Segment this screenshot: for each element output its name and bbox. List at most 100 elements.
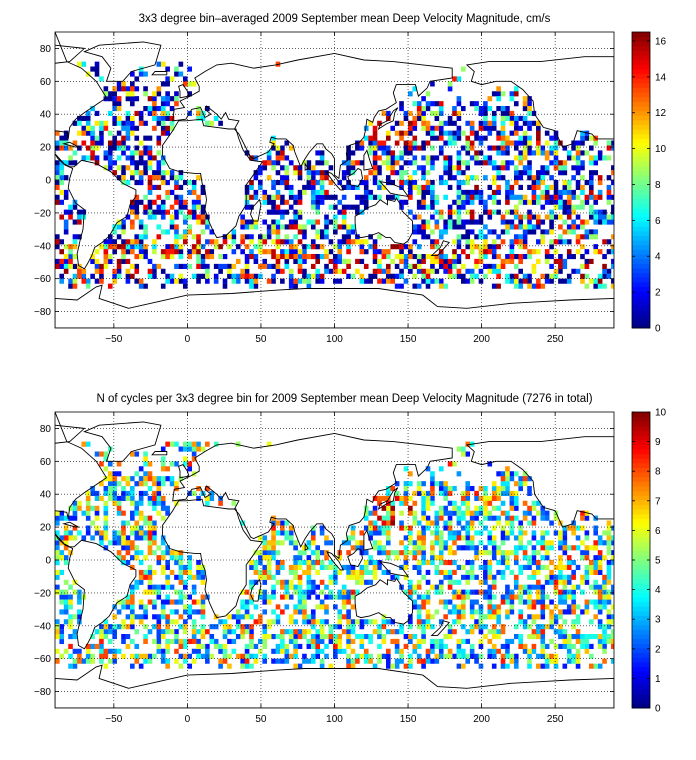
coastline [55,284,614,328]
colorbar-segment [632,601,650,607]
colorbar-segment [632,45,650,52]
coastline [151,71,168,76]
x-tick-label: −50 [105,334,122,345]
y-tick-label: −40 [34,621,51,632]
colorbar-segment [632,629,650,635]
coastline [347,547,363,568]
colorbar-segment [632,64,650,70]
colorbar-segment [632,133,650,139]
colorbar-segment [632,694,650,700]
colorbar-segment [632,546,650,552]
colorbar-segment [632,573,650,580]
colorbar-segment [632,467,650,473]
coastline [178,84,190,99]
bin-group [381,505,413,526]
colorbar-segment [632,152,650,158]
coastline [378,180,410,198]
colorbar-segment [632,41,650,47]
coastline [55,44,86,64]
colorbar-segment [632,161,650,167]
colorbar-segment [632,50,650,56]
colorbar-segment [632,587,650,593]
colorbar-segment [632,421,650,427]
coastline [55,424,86,444]
colorbar-tick-label: 4 [655,585,661,596]
colorbar-segment [632,698,650,704]
colorbar-segment [632,620,650,626]
colorbar-segment [632,476,650,482]
colorbar-segment [632,652,650,658]
colorbar-segment [632,444,650,450]
coastline [178,464,190,479]
colorbar-segment [632,249,650,255]
colorbar-segment [632,175,650,181]
colorbar-segment [632,458,650,464]
colorbar-segment [632,119,650,126]
colorbar-segment [632,286,650,292]
colorbar-segment [632,638,650,644]
coastline [354,577,413,625]
colorbar-segment [632,449,650,455]
colorbar-segment [632,203,650,209]
y-tick-label: 80 [40,424,52,435]
colorbar-segment [632,281,650,287]
y-tick-label: −80 [34,307,51,318]
colorbar-segment [632,78,650,84]
colorbar: 0 1 2 3 4 5 6 7 8 9 10 [631,408,667,715]
coastline [304,161,309,171]
colorbar-segment [632,569,650,575]
colorbar-segment [632,180,650,186]
bin-group [55,446,614,669]
colorbar-segment [632,138,650,144]
colorbar-tick-label: 7 [655,496,661,507]
colorbar-segment [632,309,650,315]
y-tick-label: 0 [45,556,51,567]
x-tick-label: 50 [255,334,267,345]
colorbar-segment [632,55,650,61]
colorbar: 0 2 4 6 8 10 12 14 16 [631,31,667,335]
colorbar-segment [632,129,650,135]
colorbar-segment [632,166,650,172]
colorbar-segment [632,198,650,204]
colorbar-segment [632,675,650,681]
colorbar-segment [632,597,650,603]
colorbar-segment [632,207,650,213]
chart-title: 3x3 degree bin–averaged 2009 September m… [139,13,551,25]
colorbar-segment [632,235,650,241]
bin-group [55,441,614,669]
colorbar-segment [632,277,650,283]
colorbar-tick-label: 1 [655,674,661,685]
colorbar-segment [632,314,650,320]
colorbar-tick-label: 10 [655,408,667,419]
colorbar-segment [632,527,650,533]
coastline [465,56,614,148]
x-tick-label: 250 [547,334,564,345]
coastline [326,551,345,571]
coastline [83,41,162,82]
colorbar-segment [632,453,650,459]
coastline [430,620,451,637]
bin-group [55,86,607,284]
colorbar-segment [632,486,650,492]
colorbar-tick-label: 3 [655,615,661,626]
colorbar-segment [632,615,650,621]
colorbar-segment [632,610,650,617]
colorbar-tick-label: 0 [655,704,661,715]
colorbar-segment [632,532,650,538]
colorbar-segment [632,430,650,436]
colorbar-segment [632,226,650,232]
colorbar-segment [632,258,650,264]
bin-group [55,61,614,289]
colorbar-segment [632,661,650,667]
x-tick-label: −50 [105,714,122,725]
colorbar-segment [632,495,650,501]
colorbar-segment [632,73,650,79]
colorbar-segment [632,156,650,163]
x-tick-label: 150 [400,334,417,345]
colorbar-segment [632,425,650,432]
colorbar-segment [632,189,650,195]
colorbar-segment [632,193,650,200]
colorbar-tick-label: 16 [655,36,667,47]
y-tick-label: 60 [40,457,52,468]
